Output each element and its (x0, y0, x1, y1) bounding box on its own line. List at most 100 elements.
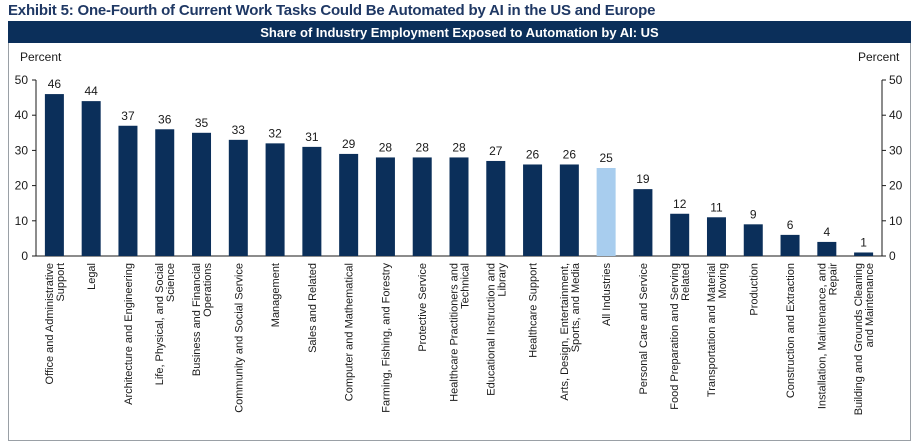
y-tick-label-right: 50 (889, 73, 903, 87)
category-label: Construction and Extraction (785, 263, 797, 398)
bar-value-label: 44 (84, 84, 98, 98)
category-label: Personal Care and Service (638, 263, 650, 394)
bar (559, 164, 579, 256)
bar (670, 213, 690, 256)
bar-value-label: 28 (379, 140, 393, 154)
category-label: Office and Administrative (44, 263, 56, 384)
bar (449, 157, 469, 256)
bar (228, 139, 248, 256)
category-label: Community and Social Service (233, 263, 245, 413)
category-label: Moving (717, 263, 729, 298)
bar-value-label: 1 (860, 235, 867, 249)
bar-value-label: 19 (636, 172, 650, 186)
category-label: All Industries (601, 263, 613, 326)
category-label: Healthcare Practitioners and (449, 263, 461, 402)
y-tick-label-left: 30 (15, 143, 29, 157)
bar-value-label: 25 (599, 151, 613, 165)
y-axis-label-right: Percent (858, 50, 900, 64)
category-label: Repair (827, 263, 839, 296)
bar (44, 94, 64, 256)
bar-value-label: 26 (563, 147, 577, 161)
exhibit-title: Exhibit 5: One-Fourth of Current Work Ta… (8, 2, 656, 19)
bar (633, 189, 653, 256)
category-label: Food Preparation and Serving (669, 263, 681, 410)
category-label: Production (748, 263, 760, 316)
category-label: Science (165, 263, 177, 302)
bar-value-label: 28 (416, 140, 430, 154)
category-label: Library (496, 263, 508, 297)
bar-value-label: 9 (750, 207, 757, 221)
bar (265, 143, 285, 256)
category-label: Protective Service (417, 263, 429, 352)
category-label: Life, Physical, and Social (154, 263, 166, 385)
bar-value-label: 26 (526, 147, 540, 161)
category-label: Educational Instruction and (485, 263, 497, 396)
bar-value-label: 37 (121, 109, 135, 123)
category-label: Installation, Maintenance, and (816, 263, 828, 409)
y-tick-label-right: 40 (889, 108, 903, 122)
chart-title: Share of Industry Employment Exposed to … (8, 21, 911, 43)
bar-value-label: 46 (48, 77, 62, 91)
bar (743, 224, 763, 256)
bar (81, 101, 101, 257)
category-label: Management (270, 263, 282, 327)
chart-bars (44, 94, 874, 257)
y-tick-label-left: 10 (15, 214, 29, 228)
category-label: Arts, Design, Entertainment, (559, 263, 571, 401)
bar (192, 132, 212, 256)
category-label: Healthcare Support (528, 263, 540, 358)
category-label: Related (680, 263, 692, 301)
y-tick-label-right: 20 (889, 179, 903, 193)
bar-value-label: 11 (710, 200, 723, 214)
bar (817, 241, 837, 256)
y-tick-label-right: 0 (889, 249, 896, 263)
chart-value-labels: 46 44 37 36 35 33 32 31 29 28 28 28 27 26 26 25 19 12 11 9 6… (48, 77, 868, 249)
bar-value-label: 12 (673, 197, 687, 211)
bar-value-label: 28 (452, 140, 466, 154)
bar-value-label: 4 (823, 225, 830, 239)
bar (155, 129, 175, 256)
category-label: and Maintenance (864, 263, 876, 347)
category-label: Technical (460, 263, 472, 309)
y-tick-label-left: 0 (21, 249, 28, 263)
category-label: Farming, Fishing, and Forestry (380, 263, 392, 413)
bar (375, 157, 395, 256)
bar (854, 252, 874, 256)
bar (412, 157, 432, 256)
category-label: Support (55, 263, 67, 302)
y-tick-label-left: 20 (15, 179, 29, 193)
chart-axes: 0 0 10 10 20 20 30 30 40 40 50 50 (15, 73, 903, 263)
category-label: Legal (86, 263, 98, 290)
bar (523, 164, 543, 256)
category-label: Sports, and Media (570, 262, 582, 352)
category-label: Computer and Mathematical (344, 263, 356, 401)
bar (780, 234, 800, 256)
y-tick-label-right: 10 (889, 214, 903, 228)
bar (118, 125, 138, 256)
category-label: Architecture and Engineering (123, 263, 135, 405)
y-tick-label-right: 30 (889, 143, 903, 157)
bar-value-label: 6 (787, 218, 794, 232)
bar-value-label: 36 (158, 112, 172, 126)
bar-value-label: 29 (342, 137, 356, 151)
bar-value-label: 32 (268, 126, 282, 140)
y-axis-label-left: Percent (20, 50, 62, 64)
category-label: Sales and Related (307, 263, 319, 353)
chart-category-labels: Office and Administrative Support Legal Arc… (44, 262, 876, 415)
bar-value-label: 35 (195, 116, 209, 130)
category-label: Business and Financial (191, 263, 203, 376)
y-tick-label-left: 50 (15, 73, 29, 87)
category-label: Transportation and Material (706, 263, 718, 397)
category-label: Operations (202, 263, 214, 317)
category-label: Building and Grounds Cleaning (853, 263, 865, 415)
bar (706, 217, 726, 256)
bar-value-label: 31 (305, 130, 319, 144)
bar-value-label: 27 (489, 144, 503, 158)
bar-value-label: 33 (232, 123, 246, 137)
bar (302, 146, 322, 256)
bar (596, 168, 616, 256)
y-tick-label-left: 40 (15, 108, 29, 122)
bar (339, 153, 359, 256)
bar (486, 160, 506, 256)
